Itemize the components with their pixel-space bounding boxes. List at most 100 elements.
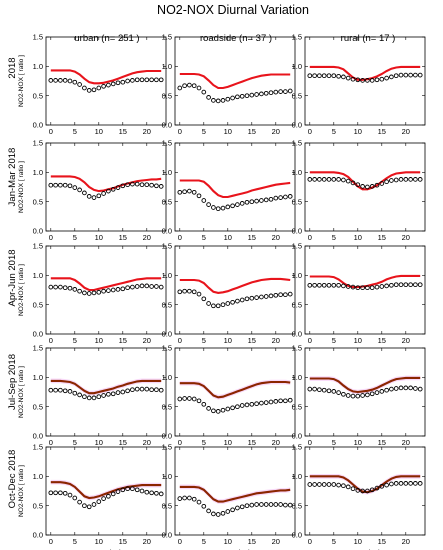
observed-point xyxy=(389,386,394,392)
x-tick-label: 0 xyxy=(308,127,312,136)
observed-point xyxy=(287,88,293,94)
observed-point xyxy=(130,78,135,83)
observed-point xyxy=(350,180,356,186)
observed-point xyxy=(350,393,356,399)
x-tick-label: 20 xyxy=(402,127,410,136)
observed-point xyxy=(326,73,332,79)
observed-point xyxy=(312,282,317,288)
y-tick-label: 1.0 xyxy=(292,373,302,382)
observed-point xyxy=(244,296,250,302)
x-tick-label: 15 xyxy=(248,127,256,136)
observed-point xyxy=(125,486,130,492)
observed-point xyxy=(187,82,192,88)
y-tick-label: 0.5 xyxy=(162,300,172,309)
observed-point xyxy=(331,389,337,394)
plot-frame xyxy=(304,245,426,335)
observed-point xyxy=(196,85,202,91)
observed-point xyxy=(268,502,274,507)
observed-point xyxy=(96,289,102,295)
observed-point xyxy=(326,388,332,394)
observed-point xyxy=(134,487,140,493)
y-tick-label: 1.0 xyxy=(292,62,302,71)
observed-point xyxy=(317,282,322,288)
plot-frame xyxy=(304,446,426,536)
observed-point xyxy=(393,282,399,288)
x-tick-label: 15 xyxy=(119,438,127,447)
observed-point xyxy=(273,292,279,298)
x-tick-label: 15 xyxy=(119,537,127,546)
y-tick-label: 1.0 xyxy=(33,271,43,280)
observed-point xyxy=(263,294,269,299)
observed-point xyxy=(326,282,332,288)
y-tick-label: 0.0 xyxy=(292,432,302,441)
model-spread-band xyxy=(50,479,162,501)
observed-point xyxy=(403,177,409,182)
observed-point xyxy=(384,482,389,488)
observed-point xyxy=(67,492,73,498)
observed-point xyxy=(278,89,283,94)
panel-oct-dec-urban: 0 5 10 15 20 0.0 0.5 1.0 1.5 NO2-NOX [ ratio ] Hou… xyxy=(18,443,167,550)
model-series-line xyxy=(309,171,421,191)
observed-point xyxy=(196,499,202,505)
x-tick-label: 20 xyxy=(143,537,151,546)
panel-jan-mar-rural: 0 5 10 15 20 0.0 0.5 1.0 1.5 xyxy=(292,139,426,242)
observed-point xyxy=(321,282,327,288)
observed-point xyxy=(263,90,269,96)
observed-point xyxy=(125,78,130,84)
x-tick-label: 5 xyxy=(332,127,336,136)
observed-point xyxy=(321,387,327,393)
observed-point xyxy=(125,285,130,291)
observed-point xyxy=(191,396,197,402)
x-tick-label: 0 xyxy=(178,233,182,242)
observed-point xyxy=(259,198,264,203)
x-tick-label: 5 xyxy=(202,233,206,242)
observed-point xyxy=(374,485,380,491)
observed-point xyxy=(307,282,313,288)
observed-point xyxy=(196,193,202,199)
observed-point xyxy=(417,282,423,288)
observed-point xyxy=(350,76,356,82)
observed-point xyxy=(120,79,126,85)
x-axis-label: Hour (LT) xyxy=(349,548,381,550)
observed-point xyxy=(393,73,399,79)
observed-point xyxy=(312,73,317,79)
observed-point xyxy=(360,184,365,189)
y-tick-label: 0.0 xyxy=(33,330,43,339)
observed-point xyxy=(120,487,126,493)
x-tick-label: 10 xyxy=(354,233,362,242)
observed-point xyxy=(312,386,317,392)
plot-frame xyxy=(174,245,296,335)
observed-point xyxy=(53,387,58,393)
observed-point xyxy=(398,385,404,391)
x-tick-label: 10 xyxy=(95,537,103,546)
observed-point xyxy=(278,398,283,404)
observed-point xyxy=(134,284,140,289)
column-headers: urban (n= 251 ) roadside (n= 37 ) rural … xyxy=(74,33,395,44)
observed-point xyxy=(259,502,264,507)
observed-point xyxy=(355,393,361,399)
x-tick-label: 20 xyxy=(272,537,280,546)
observed-point xyxy=(215,409,221,414)
observed-point xyxy=(254,198,259,204)
y-tick-label: 0.0 xyxy=(162,227,172,236)
observed-point xyxy=(206,301,211,306)
x-tick-label: 15 xyxy=(378,127,386,136)
observed-point xyxy=(273,195,279,201)
x-tick-label: 10 xyxy=(354,537,362,546)
x-tick-label: 15 xyxy=(378,233,386,242)
observed-point xyxy=(393,177,399,183)
observed-point xyxy=(115,185,121,190)
observed-point xyxy=(72,185,78,190)
observed-point xyxy=(230,405,235,411)
observed-point xyxy=(360,285,365,291)
model-series-line xyxy=(50,481,162,500)
observed-point xyxy=(48,182,54,188)
x-tick-label: 20 xyxy=(272,438,280,447)
x-tick-label: 20 xyxy=(272,336,280,345)
observed-point xyxy=(239,403,245,408)
observed-point xyxy=(417,72,423,78)
observed-point xyxy=(106,391,111,397)
observed-point xyxy=(187,188,192,194)
observed-point xyxy=(196,398,202,404)
